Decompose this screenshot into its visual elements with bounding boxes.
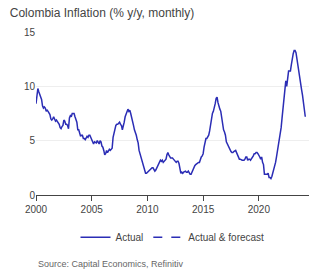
svg-text:5: 5 [29, 135, 35, 146]
svg-text:2015: 2015 [192, 204, 215, 215]
svg-text:0: 0 [29, 190, 35, 201]
svg-text:2000: 2000 [25, 204, 48, 215]
svg-text:Source: Capital Economics, Ref: Source: Capital Economics, Refinitiv [38, 259, 184, 269]
svg-text:2010: 2010 [136, 204, 159, 215]
svg-text:Actual: Actual [116, 232, 144, 243]
svg-text:10: 10 [24, 81, 36, 92]
svg-text:Colombia Inflation (% y/y, mon: Colombia Inflation (% y/y, monthly) [10, 6, 195, 20]
svg-text:2005: 2005 [81, 204, 104, 215]
svg-text:15: 15 [24, 27, 36, 38]
svg-text:2020: 2020 [248, 204, 271, 215]
svg-text:Actual & forecast: Actual & forecast [188, 232, 264, 243]
